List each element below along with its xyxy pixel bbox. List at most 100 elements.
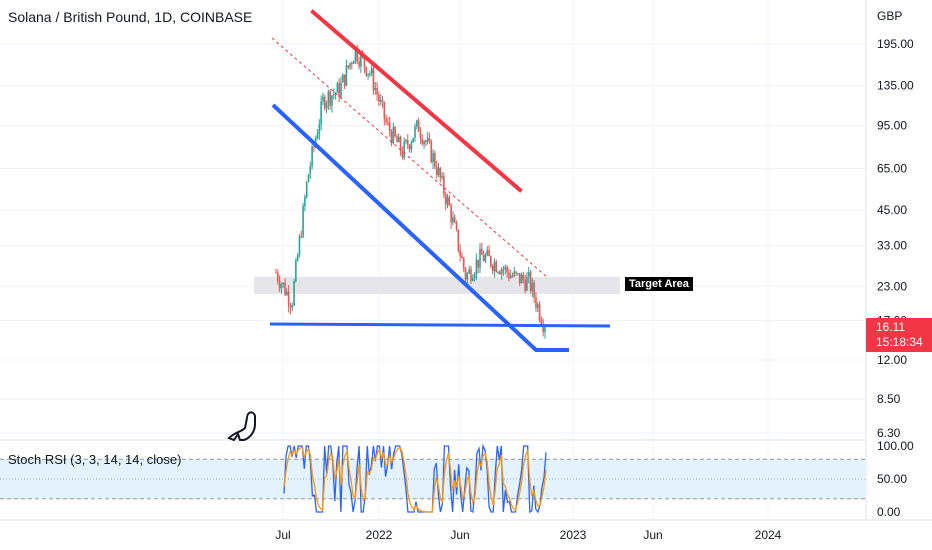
horizontal-support-line[interactable] [269, 322, 611, 328]
candle [517, 272, 519, 276]
support-trend-line[interactable] [271, 103, 569, 352]
time-tick-label: 2024 [755, 528, 782, 542]
candle [481, 242, 483, 255]
stoch-d-line [283, 446, 547, 513]
candle [332, 88, 335, 100]
candle [459, 243, 461, 262]
candle [434, 150, 436, 169]
candle [340, 76, 342, 99]
candle [518, 273, 521, 287]
candle [504, 264, 507, 275]
price-tick-label: 6.30 [877, 426, 901, 440]
countdown-timer: 15:18:34 [876, 335, 923, 349]
time-tick-label: 2022 [366, 528, 393, 542]
candle [495, 259, 498, 273]
candle [455, 220, 458, 232]
candle [347, 65, 350, 70]
candle [468, 265, 470, 275]
candle [408, 144, 411, 153]
candle [448, 194, 451, 207]
time-axis[interactable]: Jul 2022 Jun 2023 Jun 2024 [275, 528, 781, 542]
candle [277, 269, 279, 285]
candle [499, 269, 501, 275]
candle [352, 60, 355, 64]
currency-label: GBP [877, 9, 902, 23]
candle [493, 258, 496, 278]
candle [432, 149, 434, 170]
price-tick-label: 65.00 [877, 162, 907, 176]
candle [538, 301, 541, 323]
price-tick-label: 95.00 [877, 119, 907, 133]
candle [443, 172, 445, 199]
candle [452, 211, 454, 226]
candle [428, 132, 431, 144]
candle [388, 116, 391, 137]
candle [385, 114, 387, 125]
candle [475, 253, 478, 281]
time-tick-label: Jul [275, 528, 290, 542]
price-axis[interactable]: GBP 195.00 135.00 95.00 65.00 45.00 33.00 23.00… [877, 9, 914, 519]
candle [466, 272, 469, 284]
candle [309, 161, 312, 179]
candle [509, 269, 512, 280]
candle [450, 203, 452, 229]
candle [416, 119, 418, 130]
candle [446, 193, 449, 209]
candle [381, 95, 384, 108]
candle [307, 173, 310, 183]
candle [419, 126, 422, 144]
candle [527, 266, 530, 284]
candle [323, 94, 326, 111]
candle [410, 139, 413, 153]
candle [374, 82, 377, 95]
candle [316, 129, 319, 140]
candle [278, 275, 281, 293]
candle [291, 302, 294, 312]
resistance-line[interactable] [310, 9, 523, 193]
time-tick-label: Jun [643, 528, 662, 542]
candle [367, 73, 369, 80]
candle [358, 56, 360, 70]
candle [542, 318, 544, 337]
grid-lines [0, 0, 932, 521]
candle [343, 74, 346, 90]
candle [529, 270, 532, 294]
candle [417, 117, 420, 132]
candle [497, 270, 499, 275]
candle [426, 131, 429, 145]
candle [338, 78, 340, 103]
candle [414, 123, 416, 142]
candle [399, 135, 402, 156]
candle [486, 246, 489, 257]
candle [423, 139, 425, 150]
candle [471, 274, 474, 282]
time-tick-label: Jun [450, 528, 469, 542]
candle [311, 144, 313, 170]
candle [470, 266, 472, 285]
dashed-trend-line [271, 37, 549, 279]
price-tick-label: 12.00 [877, 353, 907, 367]
candle [295, 257, 297, 283]
candle [293, 279, 295, 307]
candle [336, 81, 339, 93]
candle [304, 194, 306, 212]
candle [286, 288, 288, 297]
candle [296, 252, 299, 262]
candle [341, 73, 344, 83]
candle [544, 324, 546, 339]
candle [298, 234, 301, 258]
last-price-value: 16.11 [876, 320, 906, 334]
candle [365, 66, 368, 77]
candle [513, 266, 516, 278]
candle [320, 95, 322, 131]
candle [349, 62, 351, 70]
dinosaur-icon [227, 411, 256, 442]
candle [376, 81, 378, 101]
candle [526, 271, 528, 292]
candle [327, 89, 330, 110]
candle [473, 272, 476, 282]
candle [490, 255, 492, 269]
candle [520, 272, 523, 284]
candle [331, 94, 333, 113]
